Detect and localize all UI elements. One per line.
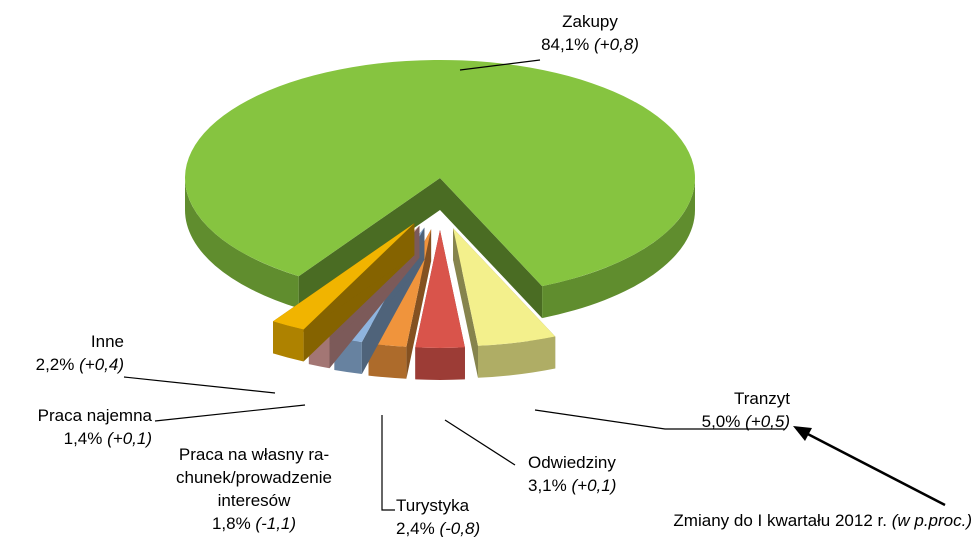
value-label: 2,2% [35, 355, 75, 374]
slice-label: Zakupy 84,1% (+0,8) [541, 10, 639, 56]
category-label: Zakupy [562, 12, 618, 31]
category-label: Turystyka [396, 496, 470, 515]
category-label: Odwiedziny [528, 453, 616, 472]
change-label: (+0,1) [107, 429, 152, 448]
leader-line [154, 404, 306, 422]
slice-top [273, 223, 415, 330]
value-line: 1,4% (+0,1) [38, 427, 152, 450]
slice [184, 59, 695, 319]
slice-side [415, 347, 465, 380]
slice-top [184, 59, 695, 287]
leader-line [444, 419, 516, 466]
slice-label: Turystyka 2,4% (-0,8) [396, 494, 480, 537]
slice-top [415, 230, 465, 348]
category-label: Inne [90, 332, 124, 351]
value-line: 5,0% (+0,5) [702, 410, 790, 433]
value-label: 1,4% [63, 429, 103, 448]
value-label: 2,4% [396, 519, 435, 537]
value-label: 3,1% [528, 476, 567, 495]
value-label: 84,1% [541, 35, 590, 54]
change-label: (+0,1) [571, 476, 617, 495]
slice-side [298, 178, 440, 309]
category-label: Praca na własny ra- chunek/prowadzenie i… [176, 445, 332, 510]
slice-side [478, 336, 556, 378]
slice-side [273, 321, 304, 362]
change-label: (-0,8) [439, 519, 481, 537]
slice [273, 223, 415, 362]
arrow-head [793, 426, 812, 441]
arrow [799, 428, 946, 507]
category-label: Tranzyt [733, 389, 790, 408]
value-line: 2,2% (+0,4) [36, 353, 124, 376]
value-line: 2,4% (-0,8) [396, 517, 480, 537]
slice-label: Inne 2,2% (+0,4) [36, 330, 124, 376]
slice-top [453, 228, 556, 346]
leader-lines [123, 59, 785, 511]
value-label: 5,0% [701, 412, 741, 431]
value-line: 84,1% (+0,8) [541, 33, 639, 56]
value-line: 3,1% (+0,1) [528, 474, 616, 497]
slice-label: Praca na własny ra- chunek/prowadzenie i… [176, 443, 332, 535]
slice [415, 230, 465, 380]
change-label: (+0,8) [594, 35, 639, 54]
leader-line [123, 376, 276, 394]
value-label: 1,8% [211, 514, 251, 533]
annotation: Zmiany do I kwartału 2012 r. (w p.proc.) [673, 509, 972, 532]
slice-side [368, 343, 407, 379]
slice-label: Praca najemna 1,4% (+0,1) [38, 404, 152, 450]
change-label: (-1,1) [255, 514, 297, 533]
annotation-text: Zmiany do I kwartału 2012 r. [673, 511, 887, 530]
leader-line [459, 59, 541, 71]
slice-label: Odwiedziny 3,1% (+0,1) [528, 451, 616, 497]
leader-line [534, 409, 785, 430]
value-line: 1,8% (-1,1) [176, 512, 332, 535]
change-label: (+0,4) [79, 355, 124, 374]
leader-line [381, 415, 395, 511]
annotation-note: (w p.proc.) [891, 511, 972, 530]
change-label: (+0,5) [745, 412, 790, 431]
category-label: Praca najemna [37, 406, 152, 425]
slice-label: Tranzyt 5,0% (+0,5) [702, 387, 790, 433]
slice [453, 228, 556, 378]
slice-side [542, 178, 695, 319]
slice-side [440, 178, 543, 319]
slice-side [453, 228, 478, 378]
slice-side [185, 178, 299, 309]
